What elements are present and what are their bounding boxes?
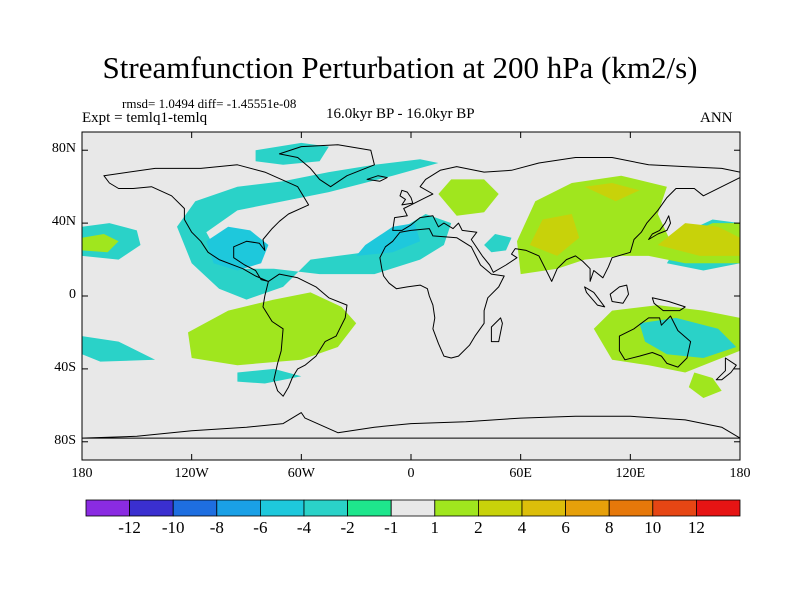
colorbar-label: -2: [340, 518, 355, 537]
x-tick-label: 60E: [509, 466, 532, 481]
field-region-us-core: [206, 226, 269, 271]
x-tick-label: 120W: [174, 466, 209, 481]
colorbar-swatch: [608, 499, 654, 517]
field-region-atlantic-arc: [177, 159, 452, 300]
colorbar-label: 2: [474, 518, 483, 537]
colorbar-swatch: [303, 499, 348, 517]
field-region-pacific-west-green: [82, 234, 119, 253]
coastline-north-america: [103, 164, 310, 282]
colorbar-label: 8: [604, 518, 614, 537]
y-tick-label: 80N: [51, 141, 76, 157]
coastline-great-britain: [399, 189, 414, 206]
map-content: [82, 142, 740, 439]
colorbar-swatch: [477, 499, 523, 517]
coastline-sumatra: [584, 286, 606, 308]
colorbar-label: 12: [687, 518, 705, 537]
time-period-label: 16.0kyr BP - 16.0kyr BP: [326, 106, 475, 122]
colorbar-label: 1: [430, 518, 440, 537]
colorbar-label: -12: [118, 518, 141, 537]
plot-title: Streamfunction Perturbation at 200 hPa (…: [102, 50, 698, 85]
colorbar-label: -4: [296, 518, 312, 537]
colorbar-swatch: [85, 499, 130, 517]
colorbar-swatch: [390, 499, 436, 517]
coastline-south-america: [262, 273, 348, 397]
colorbar-label: -6: [253, 518, 268, 537]
field-region-australia-teal: [639, 317, 737, 358]
x-tick-label: 180: [729, 466, 751, 481]
colorbar-label: -1: [384, 518, 399, 537]
coastline-eurasia: [392, 157, 740, 282]
colorbar-swatch: [216, 499, 261, 517]
y-tick-label: 40S: [54, 359, 76, 375]
colorbar-swatch: [129, 499, 174, 517]
x-tick-label: 60W: [287, 466, 315, 481]
colorbar-swatch: [347, 499, 392, 517]
colorbar-label: -8: [209, 518, 224, 537]
field-region-asia-core: [529, 214, 580, 256]
field-region-south-america-band: [188, 292, 357, 366]
colorbar-swatch: [172, 499, 218, 517]
experiment-label: Expt = temlq1-temlq: [82, 110, 208, 126]
field-region-new-zealand-green: [688, 372, 722, 398]
y-tick-label: 0: [69, 287, 76, 302]
x-tick-label: 0: [407, 466, 415, 481]
coastline-australia: [618, 315, 692, 368]
x-tick-label: 180: [71, 466, 93, 481]
coastline-iceland: [366, 175, 388, 182]
coastline-antarctica: [82, 412, 740, 439]
coastline-africa: [379, 228, 505, 359]
colorbar-swatch: [521, 499, 566, 517]
coastline-borneo: [609, 284, 629, 304]
colorbar-label: 4: [517, 518, 527, 537]
coastline-greenland: [278, 144, 375, 188]
colorbar-swatch: [434, 499, 479, 517]
colorbar-swatch: [652, 499, 697, 517]
field-region-greenland-patch: [255, 142, 329, 165]
field-region-pacific-core: [657, 223, 740, 256]
coastline-japan: [648, 215, 671, 240]
field-region-asia-north-core: [584, 183, 640, 202]
colorbar-swatch: [696, 499, 741, 517]
field-region-arabia-teal: [484, 234, 512, 253]
y-tick-label: 80S: [54, 432, 76, 448]
coastline-madagascar: [490, 317, 503, 343]
y-tick-label: 40N: [51, 214, 76, 230]
colorbar-label: -10: [161, 518, 185, 537]
field-region-argentina-teal: [237, 368, 302, 384]
colorbar-label: 6: [561, 518, 570, 537]
coastline-new-guinea: [651, 297, 686, 312]
colorbar-label: 10: [644, 518, 662, 537]
rmsd-diff-stats: rmsd= 1.0494 diff= -1.45551e-08: [122, 96, 297, 111]
colorbar-swatch: [259, 499, 305, 517]
x-tick-label: 120E: [615, 466, 646, 481]
coastline-new-zealand: [715, 357, 737, 381]
colorbar-swatch: [565, 499, 610, 517]
season-label: ANN: [700, 110, 733, 126]
field-region-south-pacific-teal: [82, 336, 156, 362]
field-region-europe-blob: [438, 179, 499, 216]
